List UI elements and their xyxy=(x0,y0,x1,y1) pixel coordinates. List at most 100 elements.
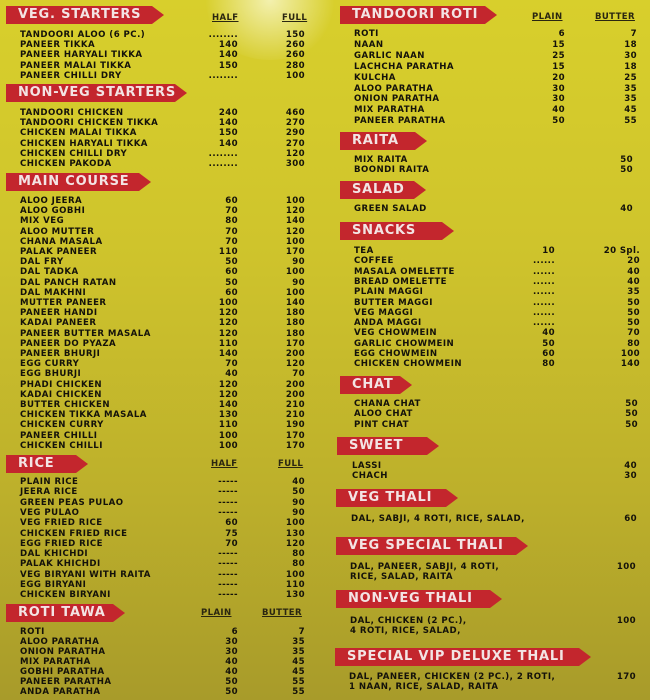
menu-item-name: MIX VEG xyxy=(20,216,65,227)
menu-item-price-secondary: 90 xyxy=(292,257,305,268)
menu-item-price-primary: ----- xyxy=(218,549,238,560)
menu-item-price-primary: 110 xyxy=(218,338,238,349)
menu-item-price-secondary: 40 xyxy=(292,477,305,487)
menu-item-price-secondary: 45 xyxy=(292,657,305,667)
menu-item-price-secondary: 290 xyxy=(285,128,305,139)
menu-item-price-secondary: 50 xyxy=(620,155,633,165)
menu-item-price-secondary: 170 xyxy=(616,672,636,682)
column-header-secondary: BUTTER xyxy=(595,12,635,22)
menu-item-price-primary: 120 xyxy=(218,328,238,339)
menu-item-price-secondary: 130 xyxy=(285,590,305,601)
menu-item-price-primary: 30 xyxy=(552,94,565,105)
menu-item-price-primary: ----- xyxy=(218,477,238,487)
menu-item-name: JEERA RICE xyxy=(20,487,78,498)
section-banner: ROTI TAWA xyxy=(6,604,125,622)
menu-item-price-secondary: 40 xyxy=(627,276,640,287)
section-banner: MAIN COURSE xyxy=(6,173,151,191)
menu-item-price-secondary: 18 xyxy=(624,39,637,50)
menu-item-name: KADAI CHICKEN xyxy=(20,389,102,400)
menu-item-price-primary: 70 xyxy=(225,236,238,247)
menu-item-price-secondary: 35 xyxy=(624,83,637,94)
menu-item-price-primary: ----- xyxy=(218,569,238,580)
menu-item-name: BREAD OMELETTE xyxy=(354,276,447,287)
column-header-secondary: FULL xyxy=(278,459,304,469)
section-banner: NON-VEG STARTERS xyxy=(6,84,187,102)
menu-item-price-secondary: 20 Spl. xyxy=(603,246,640,256)
column-header-primary: PLAIN xyxy=(532,12,563,22)
menu-item-name: 1 NAAN, RICE, SALAD, RAITA xyxy=(349,682,499,693)
menu-item-price-secondary: 210 xyxy=(285,400,305,410)
menu-item-name: PANEER DO PYAZA xyxy=(20,338,117,349)
menu-item-price-primary: 50 xyxy=(225,257,238,268)
menu-item-price-secondary: 45 xyxy=(624,105,637,116)
menu-item-name: CHICKEN CHILLI xyxy=(20,440,103,451)
menu-item-price-primary: ----- xyxy=(218,507,238,518)
menu-item-price-primary: 50 xyxy=(225,687,238,697)
section-banner: NON-VEG THALI xyxy=(336,590,502,608)
menu-item-name: PHADI CHICKEN xyxy=(20,379,103,390)
menu-item-price-secondary: 50 xyxy=(627,297,640,308)
menu-item-name: PANEER MALAI TIKKA xyxy=(20,60,132,71)
menu-item-price-secondary: 80 xyxy=(627,338,640,349)
menu-item-name: BUTTER MAGGI xyxy=(354,297,433,308)
menu-item-price-secondary: 180 xyxy=(285,308,305,319)
menu-item-price-secondary: 80 xyxy=(292,559,305,570)
menu-item-name: PALAK PANEER xyxy=(20,247,98,257)
section-banner: RAITA xyxy=(340,132,427,150)
menu-item-price-secondary: 40 xyxy=(627,266,640,277)
menu-item-price-secondary: 270 xyxy=(285,118,305,129)
menu-item-name: ALOO GOBHI xyxy=(20,206,86,217)
menu-item-name: ALOO PARATHA xyxy=(354,83,434,94)
menu-item-name: MIX PARATHA xyxy=(354,105,425,116)
section-banner: VEG THALI xyxy=(336,489,458,507)
menu-item-name: VEG BIRYANI WITH RAITA xyxy=(20,569,151,580)
menu-item-name: CHICKEN CHOWMEIN xyxy=(354,359,463,370)
menu-item-price-primary: 25 xyxy=(552,50,565,61)
menu-item-price-primary: ........ xyxy=(208,159,238,169)
menu-item-price-secondary: 50 xyxy=(625,419,638,430)
menu-item-price-secondary: 260 xyxy=(285,40,305,51)
menu-item-name: CHACH xyxy=(352,471,388,482)
menu-item-price-primary: 50 xyxy=(542,338,555,349)
menu-item-name: ALOO CHAT xyxy=(354,409,413,420)
menu-item-name: EGG CHOWMEIN xyxy=(354,349,438,359)
menu-item-name: VEG MAGGI xyxy=(354,307,414,318)
menu-item-price-secondary: 40 xyxy=(624,461,637,471)
menu-item-price-secondary: 140 xyxy=(620,359,640,370)
menu-item-price-primary: 120 xyxy=(218,389,238,400)
menu-item-price-primary: 140 xyxy=(218,118,238,129)
menu-item-price-secondary: 120 xyxy=(285,148,305,159)
menu-item-name: NAAN xyxy=(354,39,384,50)
menu-item-price-secondary: 100 xyxy=(285,267,305,278)
menu-item-price-primary: 30 xyxy=(225,647,238,657)
menu-item-price-primary: 240 xyxy=(218,108,238,118)
menu-item-name: TEA xyxy=(354,246,374,256)
menu-item-price-secondary: 170 xyxy=(285,338,305,349)
menu-item-name: ROTI xyxy=(354,29,379,39)
menu-item-name: VEG CHOWMEIN xyxy=(354,328,438,339)
menu-item-price-secondary: 150 xyxy=(285,30,305,40)
menu-item-price-secondary: 120 xyxy=(285,226,305,237)
menu-item-price-primary: ...... xyxy=(533,266,555,277)
menu-item-name: PANEER BHURJI xyxy=(20,349,101,359)
menu-item-name: VEG FRIED RICE xyxy=(20,518,103,529)
menu-item-price-primary: 60 xyxy=(225,518,238,529)
menu-item-price-secondary: 100 xyxy=(285,236,305,247)
menu-item-price-primary: 40 xyxy=(225,657,238,667)
menu-item-price-secondary: 100 xyxy=(285,196,305,206)
menu-item-price-primary: 140 xyxy=(218,40,238,51)
menu-item-name: LACHCHA PARATHA xyxy=(354,61,454,72)
menu-item-price-secondary: 55 xyxy=(292,687,305,697)
menu-item-price-primary: ........ xyxy=(208,30,238,40)
menu-item-price-secondary: 120 xyxy=(285,538,305,549)
menu-item-price-secondary: 100 xyxy=(285,70,305,81)
menu-item-price-primary: 150 xyxy=(218,128,238,139)
menu-item-price-primary: ...... xyxy=(533,287,555,298)
menu-item-name: DAL KHICHDI xyxy=(20,549,89,560)
menu-item-price-primary: 40 xyxy=(552,105,565,116)
menu-item-price-primary: 100 xyxy=(218,430,238,441)
menu-item-name: ONION PARATHA xyxy=(20,647,106,657)
menu-item-name: GREEN PEAS PULAO xyxy=(20,497,124,508)
menu-item-name: CHICKEN CHILLI DRY xyxy=(20,148,128,159)
menu-item-name: DAL MAKHNI xyxy=(20,287,87,298)
